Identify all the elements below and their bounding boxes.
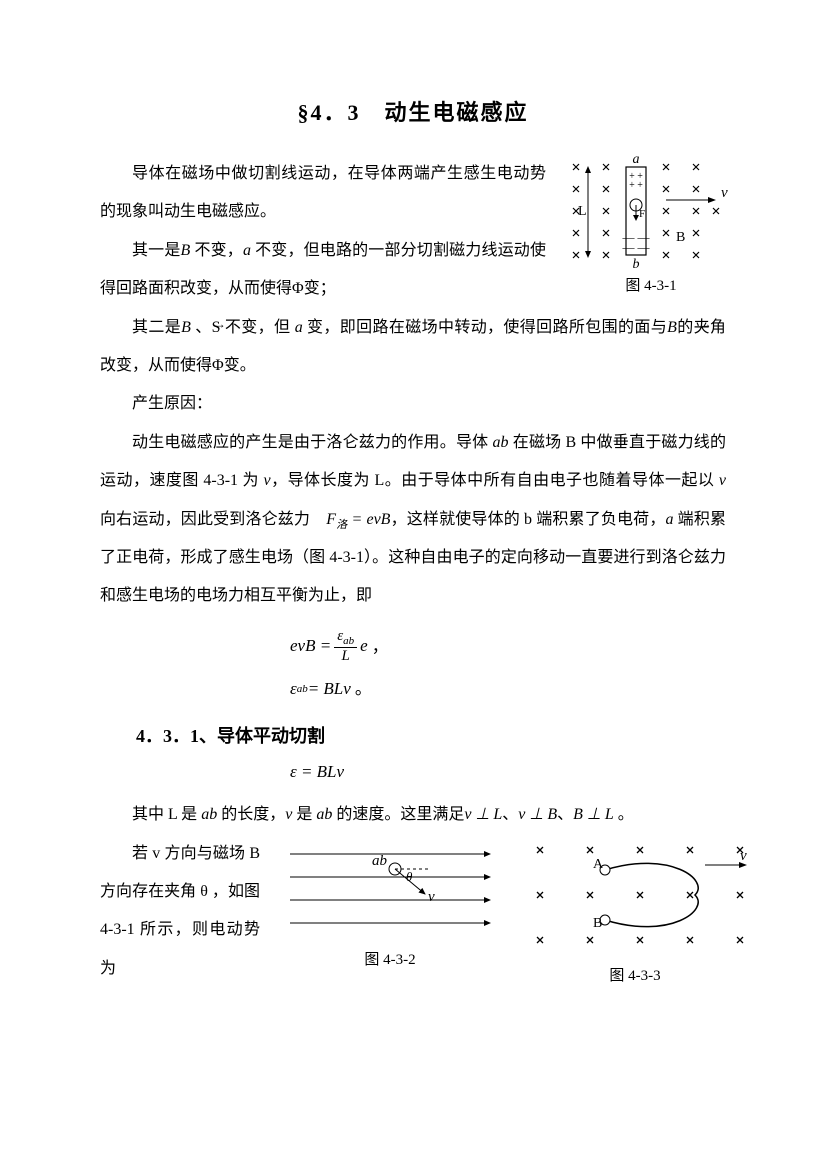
bvec: B — [181, 242, 191, 259]
p3d: 使得回路所包围的面与 — [503, 319, 667, 336]
p6d: 的速度。这里满足 — [332, 806, 464, 823]
p5c: ，导体长度为 L。由于导体中所有自由电子也随着导体一起以 — [271, 472, 719, 489]
intro-block: + + + + — — — — a b v B L F 图 4-3-1 — [100, 155, 726, 309]
p5ab: ab — [493, 434, 509, 451]
p5a2: a — [666, 511, 674, 528]
fig431-label-v: v — [721, 185, 728, 201]
p5e: ，这样就使导体的 b 端积累了负电荷， — [390, 511, 665, 528]
fig431-caption: 图 4-3-1 — [566, 274, 736, 295]
fig431-label-F: F — [639, 208, 645, 220]
eq1-numsub: ab — [343, 635, 354, 647]
p5v2: v — [719, 472, 726, 489]
p6c2: v ⊥ B — [518, 806, 557, 823]
p1a: 导体在磁场中做切割线运动，在导体两端产生感生电 — [132, 165, 513, 182]
eq2-lhs: ε — [290, 672, 297, 706]
eq2-end: 。 — [355, 672, 372, 706]
eq3: ε = BLv — [290, 762, 726, 782]
eq1-den: L — [338, 648, 352, 665]
fig431-label-a: a — [633, 155, 640, 167]
bottom-row: 若 v 方向与磁场 B 方向存在夹角 θ ，如图 4-3-1 所示，则电动势为 … — [100, 835, 726, 989]
fig432-caption: 图 4-3-2 — [280, 948, 500, 969]
p6ab2: ab — [316, 806, 332, 823]
equation-block: evB = εab L e ， εab = BLv 。 — [290, 628, 726, 707]
fig431-label-L: L — [578, 204, 587, 219]
fig431-label-b: b — [633, 257, 640, 270]
p6ab: ab — [201, 806, 217, 823]
para-7: 若 v 方向与磁场 B 方向存在夹角 θ ，如图 4-3-1 所示，则电动势为 — [100, 835, 260, 989]
fig433-B: B — [593, 916, 602, 931]
p3f: 变。 — [224, 357, 256, 374]
phi2: Φ — [212, 357, 224, 374]
svg-text:+ +: + + — [629, 180, 643, 191]
p5v: v — [264, 472, 271, 489]
figure-4-3-3: A B v 图 4-3-3 — [520, 835, 750, 985]
figure-4-3-1: + + + + — — — — a b v B L F 图 4-3-1 — [566, 155, 736, 295]
fig433-v: v — [740, 848, 747, 864]
p6e: 。 — [614, 806, 634, 823]
bvec3: B — [667, 319, 677, 336]
eq1-end: ， — [372, 630, 389, 664]
fig433-caption: 图 4-3-3 — [520, 964, 750, 985]
para-3: 其二是B 、S 不变，但 a 变，即回路在磁场中转动，使得回路所包围的面与B的夹… — [100, 309, 726, 386]
p6c: 是 — [292, 806, 316, 823]
figure-4-3-2: ab v θ 图 4-3-2 — [280, 839, 500, 969]
phi1: Φ — [292, 280, 304, 297]
p3c: 变，即回路在磁场中转动， — [303, 319, 504, 336]
Fsub: 洛 — [336, 519, 347, 531]
p2c: 不变，但电路的一部分切割磁力线 — [251, 242, 498, 259]
p2e: 变； — [304, 280, 336, 297]
svg-text:— —: — — — [622, 240, 651, 254]
p2-a: a — [243, 242, 251, 259]
p3a: 其二是 — [132, 319, 181, 336]
eq2-rhs: = BLv — [308, 672, 351, 706]
fig432-v: v — [428, 889, 435, 905]
section-title: §4．3 动生电磁感应 — [100, 95, 726, 127]
p6c1: v ⊥ L — [464, 806, 502, 823]
eq1-lhs: evB = — [290, 629, 331, 663]
eq1: evB = εab L e ， — [290, 628, 726, 665]
fig433-A: A — [593, 857, 604, 872]
p6b: 的长度， — [217, 806, 285, 823]
para-4: 产生原因： — [100, 385, 726, 423]
subsection-title: 4．3．1、导体平动切割 — [100, 722, 726, 748]
p3-a: a — [295, 319, 303, 336]
eq2-sub: ab — [297, 678, 308, 700]
fig431-label-B: B — [676, 230, 685, 245]
fig432-theta: θ — [406, 869, 413, 884]
fig432-ab: ab — [372, 853, 388, 869]
Feq: = evB — [347, 511, 390, 528]
Florentz: F — [326, 511, 336, 528]
eq1-rhs: e — [360, 629, 368, 663]
para-5: 动生电磁感应的产生是由于洛仑兹力的作用。导体 ab 在磁场 B 中做垂直于磁力线… — [100, 424, 726, 616]
bvec2: B — [181, 319, 191, 336]
para-6: 其中 L 是 ab 的长度，v 是 ab 的速度。这里满足v ⊥ L、v ⊥ B… — [100, 796, 726, 834]
p2a: 其一是 — [132, 242, 181, 259]
p5a: 动生电磁感应的产生是由于洛仑兹力的作用。导体 — [132, 434, 493, 451]
p5d: 向右运动，因此受到洛仑兹力 — [100, 511, 326, 528]
p6a: 其中 L 是 — [132, 806, 201, 823]
eq2: εab = BLv 。 — [290, 672, 726, 706]
p6c3: B ⊥ L — [573, 806, 614, 823]
